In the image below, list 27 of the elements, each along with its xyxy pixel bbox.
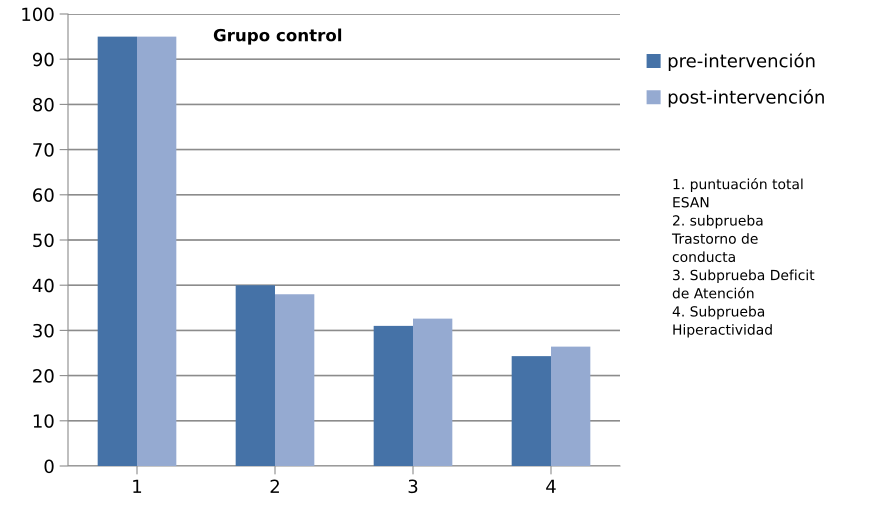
bar <box>512 356 551 466</box>
y-tick-label: 60 <box>33 188 54 202</box>
y-tick-label: 90 <box>32 52 54 66</box>
y-tick-label: 40 <box>32 278 54 292</box>
bar <box>413 318 452 466</box>
legend-label: pre-intervención <box>668 52 814 72</box>
x-tick-label: 3 <box>408 480 418 494</box>
text: Grupo control <box>214 28 342 45</box>
x-tick-label: 4 <box>546 480 556 493</box>
y-tick-label: 20 <box>33 369 54 383</box>
text: 1. puntuación total ESAN 2. subprueba Trastorno de conducta 3. Subprueba Deficit de Atención 4. Subprueba Hiperactividad <box>672 178 814 338</box>
y-tick-label: 0 <box>44 459 54 474</box>
y-tick-label: 70 <box>33 143 54 157</box>
bar <box>236 285 275 466</box>
y-tick-label: 80 <box>33 98 54 112</box>
bar <box>374 326 413 466</box>
bar <box>98 36 137 466</box>
bar <box>137 36 176 466</box>
y-tick-label: 100 <box>22 7 54 22</box>
y-tick-label: 30 <box>33 324 54 338</box>
y-tick-label: 10 <box>34 414 54 428</box>
bar <box>275 294 314 466</box>
y-tick-label: 50 <box>33 233 54 248</box>
bar <box>551 346 590 466</box>
x-tick-label: 1 <box>133 480 142 493</box>
x-tick-label: 2 <box>270 480 279 493</box>
legend-label: post-intervención <box>668 89 824 108</box>
